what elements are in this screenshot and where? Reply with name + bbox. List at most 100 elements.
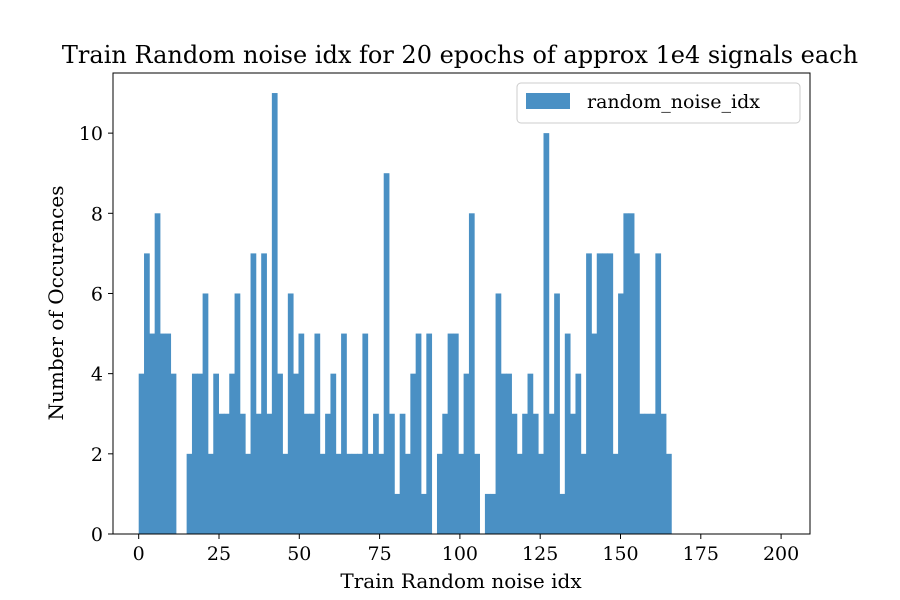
histogram-bar bbox=[330, 373, 337, 534]
histogram-bar bbox=[165, 333, 172, 534]
histogram-bar bbox=[639, 413, 646, 534]
histogram-bar bbox=[399, 413, 406, 534]
histogram-bar bbox=[207, 453, 214, 534]
histogram-bar bbox=[586, 253, 592, 535]
histogram-bar bbox=[138, 373, 145, 534]
histogram-bar bbox=[484, 493, 491, 534]
x-tick-label: 200 bbox=[763, 543, 799, 565]
histogram-bar bbox=[516, 453, 523, 534]
y-tick-label: 2 bbox=[91, 444, 103, 466]
histogram-bar bbox=[522, 413, 528, 534]
histogram-bar bbox=[548, 413, 555, 534]
x-axis-label: Train Random noise idx bbox=[340, 569, 582, 593]
histogram-bar bbox=[596, 253, 603, 535]
histogram-bar bbox=[271, 93, 278, 534]
y-tick-label: 6 bbox=[91, 283, 103, 305]
histogram-bar bbox=[197, 373, 204, 534]
histogram-bar bbox=[277, 373, 283, 534]
histogram-bar bbox=[266, 413, 273, 534]
legend-label: random_noise_idx bbox=[587, 91, 760, 113]
histogram-bar bbox=[160, 333, 166, 534]
x-tick-label: 100 bbox=[442, 543, 478, 565]
x-tick-label: 25 bbox=[207, 543, 231, 565]
y-tick-label: 0 bbox=[91, 524, 103, 546]
legend-swatch bbox=[526, 93, 570, 109]
histogram-bar bbox=[213, 373, 219, 534]
histogram-bar bbox=[282, 453, 289, 534]
histogram-bar bbox=[644, 413, 651, 534]
histogram-bar bbox=[346, 453, 353, 534]
legend: random_noise_idx bbox=[516, 82, 801, 124]
histogram-bar bbox=[474, 453, 480, 534]
y-axis-label: Number of Occurences bbox=[44, 186, 68, 421]
histogram-bar bbox=[564, 333, 571, 534]
histogram-bar bbox=[245, 453, 251, 534]
histogram-bar bbox=[463, 373, 470, 534]
histogram-bar bbox=[367, 453, 374, 534]
histogram-bar bbox=[218, 413, 225, 534]
histogram-bar bbox=[447, 333, 454, 534]
histogram-bar bbox=[436, 453, 443, 534]
histogram-bar bbox=[191, 373, 198, 534]
histogram-bar bbox=[490, 493, 496, 534]
histogram-bar bbox=[420, 493, 427, 534]
histogram-bar bbox=[543, 133, 550, 534]
histogram-bar bbox=[154, 213, 161, 534]
histogram-bar bbox=[309, 413, 315, 534]
histogram-bar bbox=[357, 453, 363, 534]
histogram-bar bbox=[261, 253, 267, 535]
histogram-bar bbox=[298, 333, 305, 534]
histogram-bar bbox=[255, 413, 262, 534]
histogram-bar bbox=[607, 253, 614, 535]
histogram-bar bbox=[500, 373, 507, 534]
x-tick-label: 125 bbox=[522, 543, 558, 565]
histogram-bar bbox=[580, 453, 587, 534]
histogram-bar bbox=[634, 253, 640, 535]
histogram-bar bbox=[378, 453, 385, 534]
histogram-bar bbox=[554, 293, 560, 534]
histogram-bar bbox=[623, 213, 630, 534]
histogram-bar bbox=[538, 453, 544, 534]
histogram-bar bbox=[389, 413, 395, 534]
histogram-bar bbox=[362, 333, 369, 534]
histogram-bar bbox=[149, 333, 156, 534]
histogram-bar bbox=[458, 453, 465, 534]
histogram-bar bbox=[666, 453, 672, 534]
histogram-bar bbox=[495, 293, 502, 534]
histogram-bar bbox=[394, 493, 401, 534]
histogram-bar bbox=[650, 413, 656, 534]
histogram-bar bbox=[660, 413, 667, 534]
histogram-bar bbox=[325, 413, 331, 534]
histogram-bar bbox=[229, 373, 235, 534]
x-axis: 0 25 50 75 100 125 150 175 200 bbox=[133, 534, 799, 565]
histogram-bar bbox=[287, 293, 294, 534]
x-tick-label: 0 bbox=[133, 543, 145, 565]
histogram-bar bbox=[570, 413, 576, 534]
histogram-bar bbox=[575, 373, 582, 534]
x-tick-label: 50 bbox=[287, 543, 311, 565]
y-axis: 0 2 4 6 8 10 bbox=[79, 123, 113, 546]
histogram-bar bbox=[559, 493, 566, 534]
histogram-bar bbox=[506, 373, 512, 534]
histogram-bar bbox=[426, 333, 433, 534]
x-tick-label: 75 bbox=[368, 543, 392, 565]
legend-box bbox=[516, 82, 801, 124]
histogram-bar bbox=[373, 413, 379, 534]
histogram-bar bbox=[319, 453, 326, 534]
histogram-bar bbox=[405, 453, 411, 534]
histogram-bar bbox=[532, 413, 539, 534]
histogram-bar bbox=[618, 293, 624, 534]
histogram-bar bbox=[293, 373, 299, 534]
chart-title: Train Random noise idx for 20 epochs of … bbox=[62, 41, 858, 69]
x-tick-label: 175 bbox=[683, 543, 719, 565]
histogram-bar bbox=[655, 253, 662, 535]
histogram-bar bbox=[170, 373, 177, 534]
histogram-bar bbox=[415, 333, 422, 534]
x-tick-label: 150 bbox=[602, 543, 638, 565]
histogram-bar bbox=[628, 213, 635, 534]
bars-layer bbox=[138, 93, 672, 535]
histogram-bar bbox=[341, 333, 347, 534]
histogram-bar bbox=[442, 413, 449, 534]
histogram-bar bbox=[602, 253, 608, 535]
histogram-bar bbox=[314, 333, 321, 534]
